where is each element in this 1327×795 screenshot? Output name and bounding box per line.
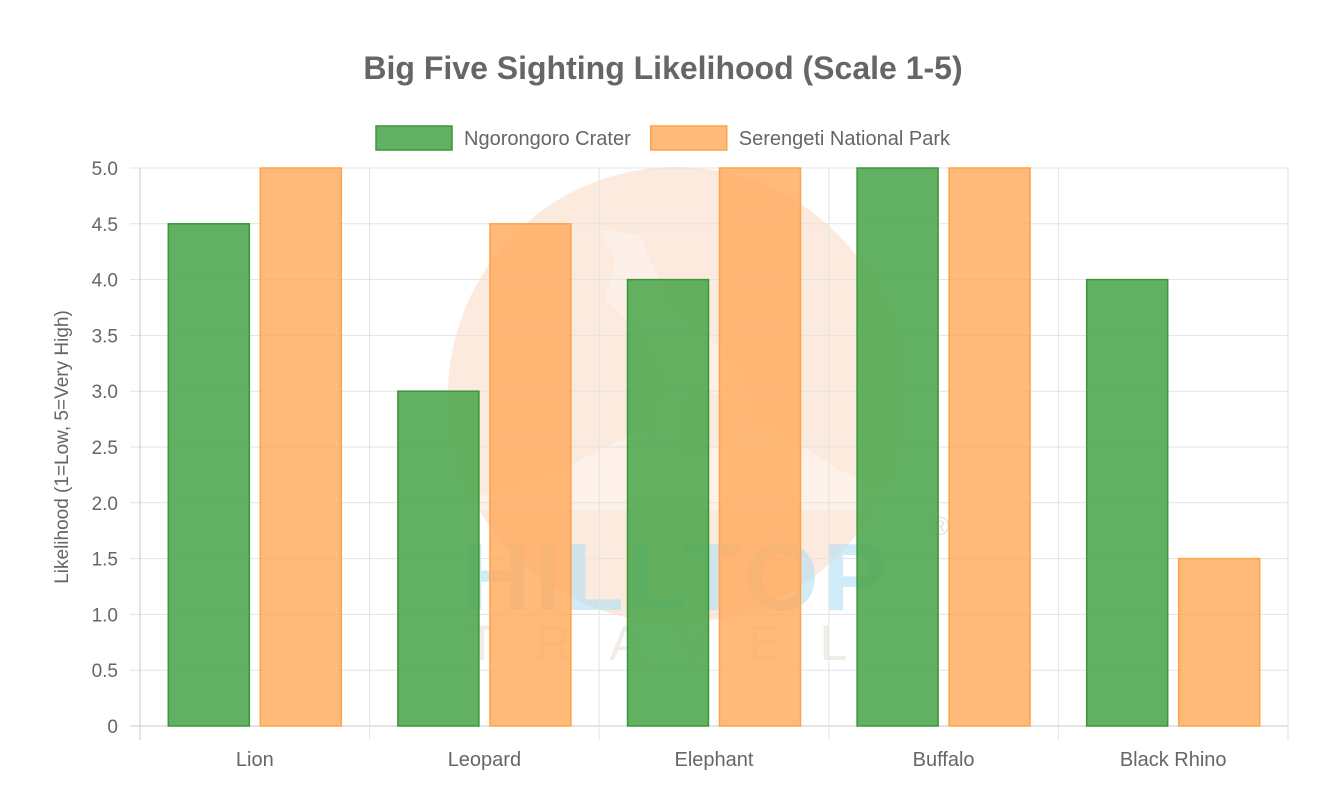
y-tick-label: 3.0 (92, 382, 118, 403)
y-tick-label: 0 (107, 717, 118, 738)
legend-item: Ngorongoro Crater (375, 125, 631, 151)
legend-swatch (375, 125, 453, 151)
bar (167, 223, 251, 727)
chart-title: Big Five Sighting Likelihood (Scale 1-5) (363, 50, 962, 86)
bar (1177, 557, 1261, 727)
y-tick-label: 4.0 (92, 271, 118, 292)
bar (718, 167, 802, 727)
legend-swatch (650, 125, 728, 151)
bar (259, 167, 343, 727)
x-axis: Lion Leopard Elephant Buffalo Black Rhino (236, 749, 1227, 771)
y-tick-label: 3.5 (92, 326, 118, 347)
y-tick-label: 5.0 (92, 159, 118, 180)
legend-label: Serengeti National Park (739, 128, 951, 150)
y-axis-label: Likelihood (1=Low, 5=Very High) (52, 310, 73, 584)
legend-label: Ngorongoro Crater (464, 128, 631, 150)
bar (948, 167, 1031, 727)
y-tick-label: 2.0 (92, 494, 118, 515)
x-tick-label: Elephant (675, 749, 754, 771)
legend-item: Serengeti National Park (650, 125, 951, 151)
bar (1085, 278, 1169, 727)
bar (397, 390, 480, 727)
bar (856, 167, 939, 727)
x-tick-label: Lion (236, 749, 274, 771)
y-tick-label: 0.5 (92, 661, 118, 682)
bar (626, 278, 710, 727)
bar (489, 223, 572, 727)
y-axis: 0 0.5 1.0 1.5 2.0 2.5 3.0 3.5 4.0 4.5 5.0 (92, 159, 118, 738)
y-tick-label: 4.5 (92, 215, 118, 236)
x-tick-label: Buffalo (913, 749, 975, 771)
x-tick-label: Black Rhino (1120, 749, 1227, 771)
x-tick-label: Leopard (448, 749, 521, 771)
y-tick-label: 1.0 (92, 605, 118, 626)
y-tick-label: 2.5 (92, 438, 118, 459)
y-tick-label: 1.5 (92, 550, 118, 571)
bars (167, 167, 1261, 727)
legend: Ngorongoro Crater Serengeti National Park (375, 125, 951, 151)
